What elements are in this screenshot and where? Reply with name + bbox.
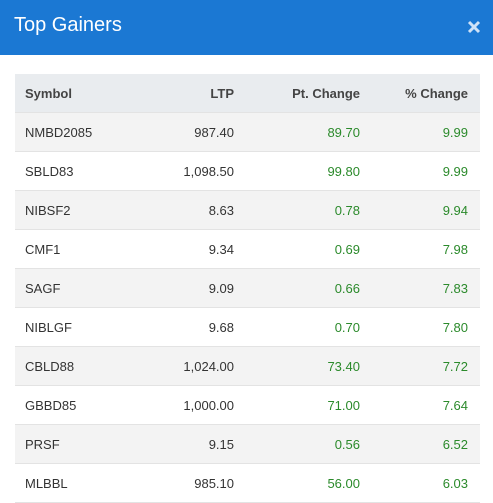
- table-cell: 985.10: [135, 463, 234, 503]
- table-cell: PRSF: [15, 424, 135, 464]
- header-row: Symbol LTP Pt. Change% Change: [15, 74, 480, 113]
- table-cell: 6.03: [360, 463, 480, 503]
- table-row: CBLD88 1,024.00 73.40 7.72: [15, 346, 480, 386]
- table-cell: 0.69: [234, 229, 360, 269]
- table-cell: 8.63: [135, 190, 234, 230]
- modal-title: Top Gainers: [14, 14, 122, 36]
- table-cell: 71.00: [234, 385, 360, 425]
- table-cell: 7.80: [360, 307, 480, 347]
- table-cell: 9.34: [135, 229, 234, 269]
- table-cell: 9.15: [135, 424, 234, 464]
- table-cell: SAGF: [15, 268, 135, 308]
- table-body: NMBD2085 987.40 89.70 9.99 SBLD83 1,098.50 99.…: [15, 112, 480, 503]
- table-row: MLBBL 985.10 56.00 6.03: [15, 463, 480, 503]
- table-cell: 987.40: [135, 112, 234, 152]
- table-cell: 9.09: [135, 268, 234, 308]
- table-cell: 7.98: [360, 229, 480, 269]
- table-cell: SBLD83: [15, 151, 135, 191]
- table-row: NIBSF2 8.63 0.78 9.94: [15, 190, 480, 230]
- table-cell: CBLD88: [15, 346, 135, 386]
- table-cell: 0.66: [234, 268, 360, 308]
- table-cell: NIBSF2: [15, 190, 135, 230]
- table-cell: NIBLGF: [15, 307, 135, 347]
- table-cell: 9.68: [135, 307, 234, 347]
- column-header: Symbol: [15, 74, 135, 113]
- gainers-table: Symbol LTP Pt. Change% Change NMBD2085 987.…: [15, 74, 480, 503]
- close-button[interactable]: [467, 20, 481, 34]
- modal-header: Top Gainers: [0, 0, 493, 55]
- table-row: NMBD2085 987.40 89.70 9.99: [15, 112, 480, 152]
- table-cell: 0.56: [234, 424, 360, 464]
- table-cell: GBBD85: [15, 385, 135, 425]
- table-cell: 7.83: [360, 268, 480, 308]
- table-cell: 99.80: [234, 151, 360, 191]
- table-cell: 9.94: [360, 190, 480, 230]
- table-cell: CMF1: [15, 229, 135, 269]
- table-cell: 1,098.50: [135, 151, 234, 191]
- table-cell: 7.64: [360, 385, 480, 425]
- table-row: SAGF 9.09 0.66 7.83: [15, 268, 480, 308]
- table-row: GBBD85 1,000.00 71.00 7.64: [15, 385, 480, 425]
- table-cell: 0.78: [234, 190, 360, 230]
- table-row: SBLD83 1,098.50 99.80 9.99: [15, 151, 480, 191]
- table-cell: 9.99: [360, 151, 480, 191]
- column-header: LTP: [135, 74, 234, 113]
- table-cell: 6.52: [360, 424, 480, 464]
- table-row: PRSF 9.15 0.56 6.52: [15, 424, 480, 464]
- table-cell: 73.40: [234, 346, 360, 386]
- table-cell: 89.70: [234, 112, 360, 152]
- column-header: Pt. Change: [234, 74, 360, 113]
- table-cell: 1,000.00: [135, 385, 234, 425]
- table-cell: 9.99: [360, 112, 480, 152]
- table-cell: 7.72: [360, 346, 480, 386]
- table-cell: 1,024.00: [135, 346, 234, 386]
- table-cell: 56.00: [234, 463, 360, 503]
- column-header: % Change: [360, 74, 480, 113]
- table-row: CMF1 9.34 0.69 7.98: [15, 229, 480, 269]
- table-cell: 0.70: [234, 307, 360, 347]
- table-row: NIBLGF 9.68 0.70 7.80: [15, 307, 480, 347]
- table-cell: NMBD2085: [15, 112, 135, 152]
